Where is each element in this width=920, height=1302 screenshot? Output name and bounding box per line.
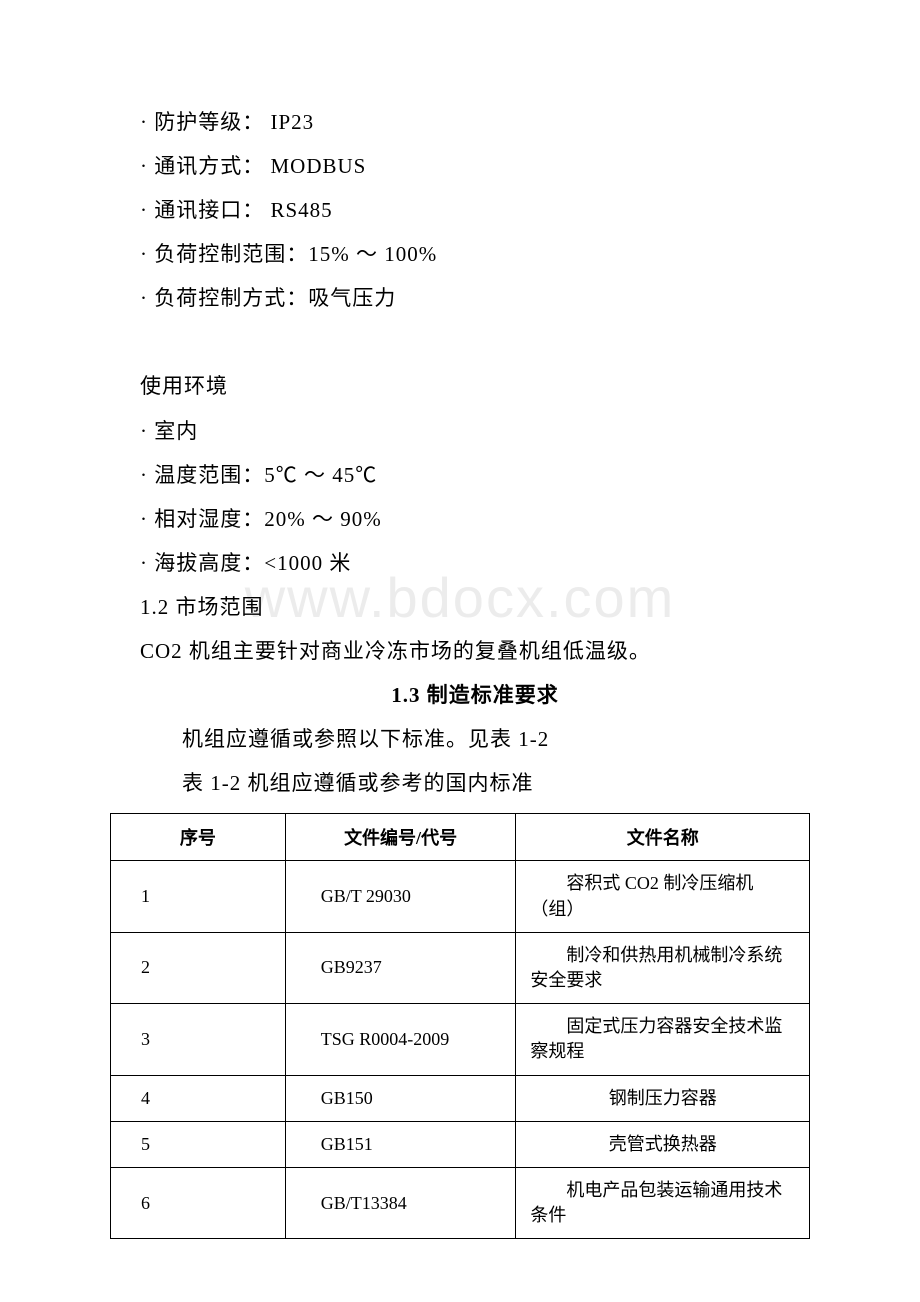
header-code: 文件编号/代号: [285, 814, 516, 861]
cell-name: 固定式压力容器安全技术监察规程: [516, 1004, 810, 1075]
cell-name: 壳管式换热器: [516, 1121, 810, 1167]
table-caption: 表 1-2 机组应遵循或参考的国内标准: [140, 761, 810, 805]
environment-heading: 使用环境: [140, 364, 810, 408]
cell-code: GB150: [285, 1075, 516, 1121]
spacer: [140, 320, 810, 364]
market-content: CO2 机组主要针对商业冷冻市场的复叠机组低温级。: [140, 629, 810, 673]
cell-code: GB/T13384: [285, 1167, 516, 1238]
spec-load-range: · 负荷控制范围：15% ～ 100%: [140, 232, 810, 276]
cell-code: TSG R0004-2009: [285, 1004, 516, 1075]
header-seq: 序号: [111, 814, 286, 861]
cell-code: GB/T 29030: [285, 861, 516, 932]
spec-load-control: · 负荷控制方式：吸气压力: [140, 276, 810, 320]
spec-protection: · 防护等级： IP23: [140, 100, 810, 144]
table-row: 5 GB151 壳管式换热器: [111, 1121, 810, 1167]
table-row: 6 GB/T13384 机电产品包装运输通用技术条件: [111, 1167, 810, 1238]
cell-code: GB151: [285, 1121, 516, 1167]
spec-comm-mode: · 通讯方式： MODBUS: [140, 144, 810, 188]
standards-heading: 1.3 制造标准要求: [140, 673, 810, 717]
cell-seq: 5: [111, 1121, 286, 1167]
cell-name: 钢制压力容器: [516, 1075, 810, 1121]
cell-code: GB9237: [285, 932, 516, 1003]
cell-seq: 4: [111, 1075, 286, 1121]
cell-name: 制冷和供热用机械制冷系统 安全要求: [516, 932, 810, 1003]
spec-comm-interface: · 通讯接口： RS485: [140, 188, 810, 232]
standards-table: 序号 文件编号/代号 文件名称 1 GB/T 29030 容积式 CO2 制冷压…: [110, 813, 810, 1239]
cell-seq: 2: [111, 932, 286, 1003]
table-row: 3 TSG R0004-2009 固定式压力容器安全技术监察规程: [111, 1004, 810, 1075]
env-temp-range: · 温度范围：5℃ ～ 45℃: [140, 453, 810, 497]
header-name: 文件名称: [516, 814, 810, 861]
env-altitude: · 海拔高度：<1000 米: [140, 541, 810, 585]
cell-name: 容积式 CO2 制冷压缩机（组）: [516, 861, 810, 932]
cell-seq: 3: [111, 1004, 286, 1075]
table-header-row: 序号 文件编号/代号 文件名称: [111, 814, 810, 861]
table-row: 4 GB150 钢制压力容器: [111, 1075, 810, 1121]
table-row: 2 GB9237 制冷和供热用机械制冷系统 安全要求: [111, 932, 810, 1003]
cell-seq: 1: [111, 861, 286, 932]
table-row: 1 GB/T 29030 容积式 CO2 制冷压缩机（组）: [111, 861, 810, 932]
market-heading: 1.2 市场范围: [140, 585, 810, 629]
cell-name: 机电产品包装运输通用技术条件: [516, 1167, 810, 1238]
standards-intro: 机组应遵循或参照以下标准。见表 1-2: [140, 717, 810, 761]
env-indoor: · 室内: [140, 409, 810, 453]
env-humidity: · 相对湿度：20% ～ 90%: [140, 497, 810, 541]
cell-seq: 6: [111, 1167, 286, 1238]
